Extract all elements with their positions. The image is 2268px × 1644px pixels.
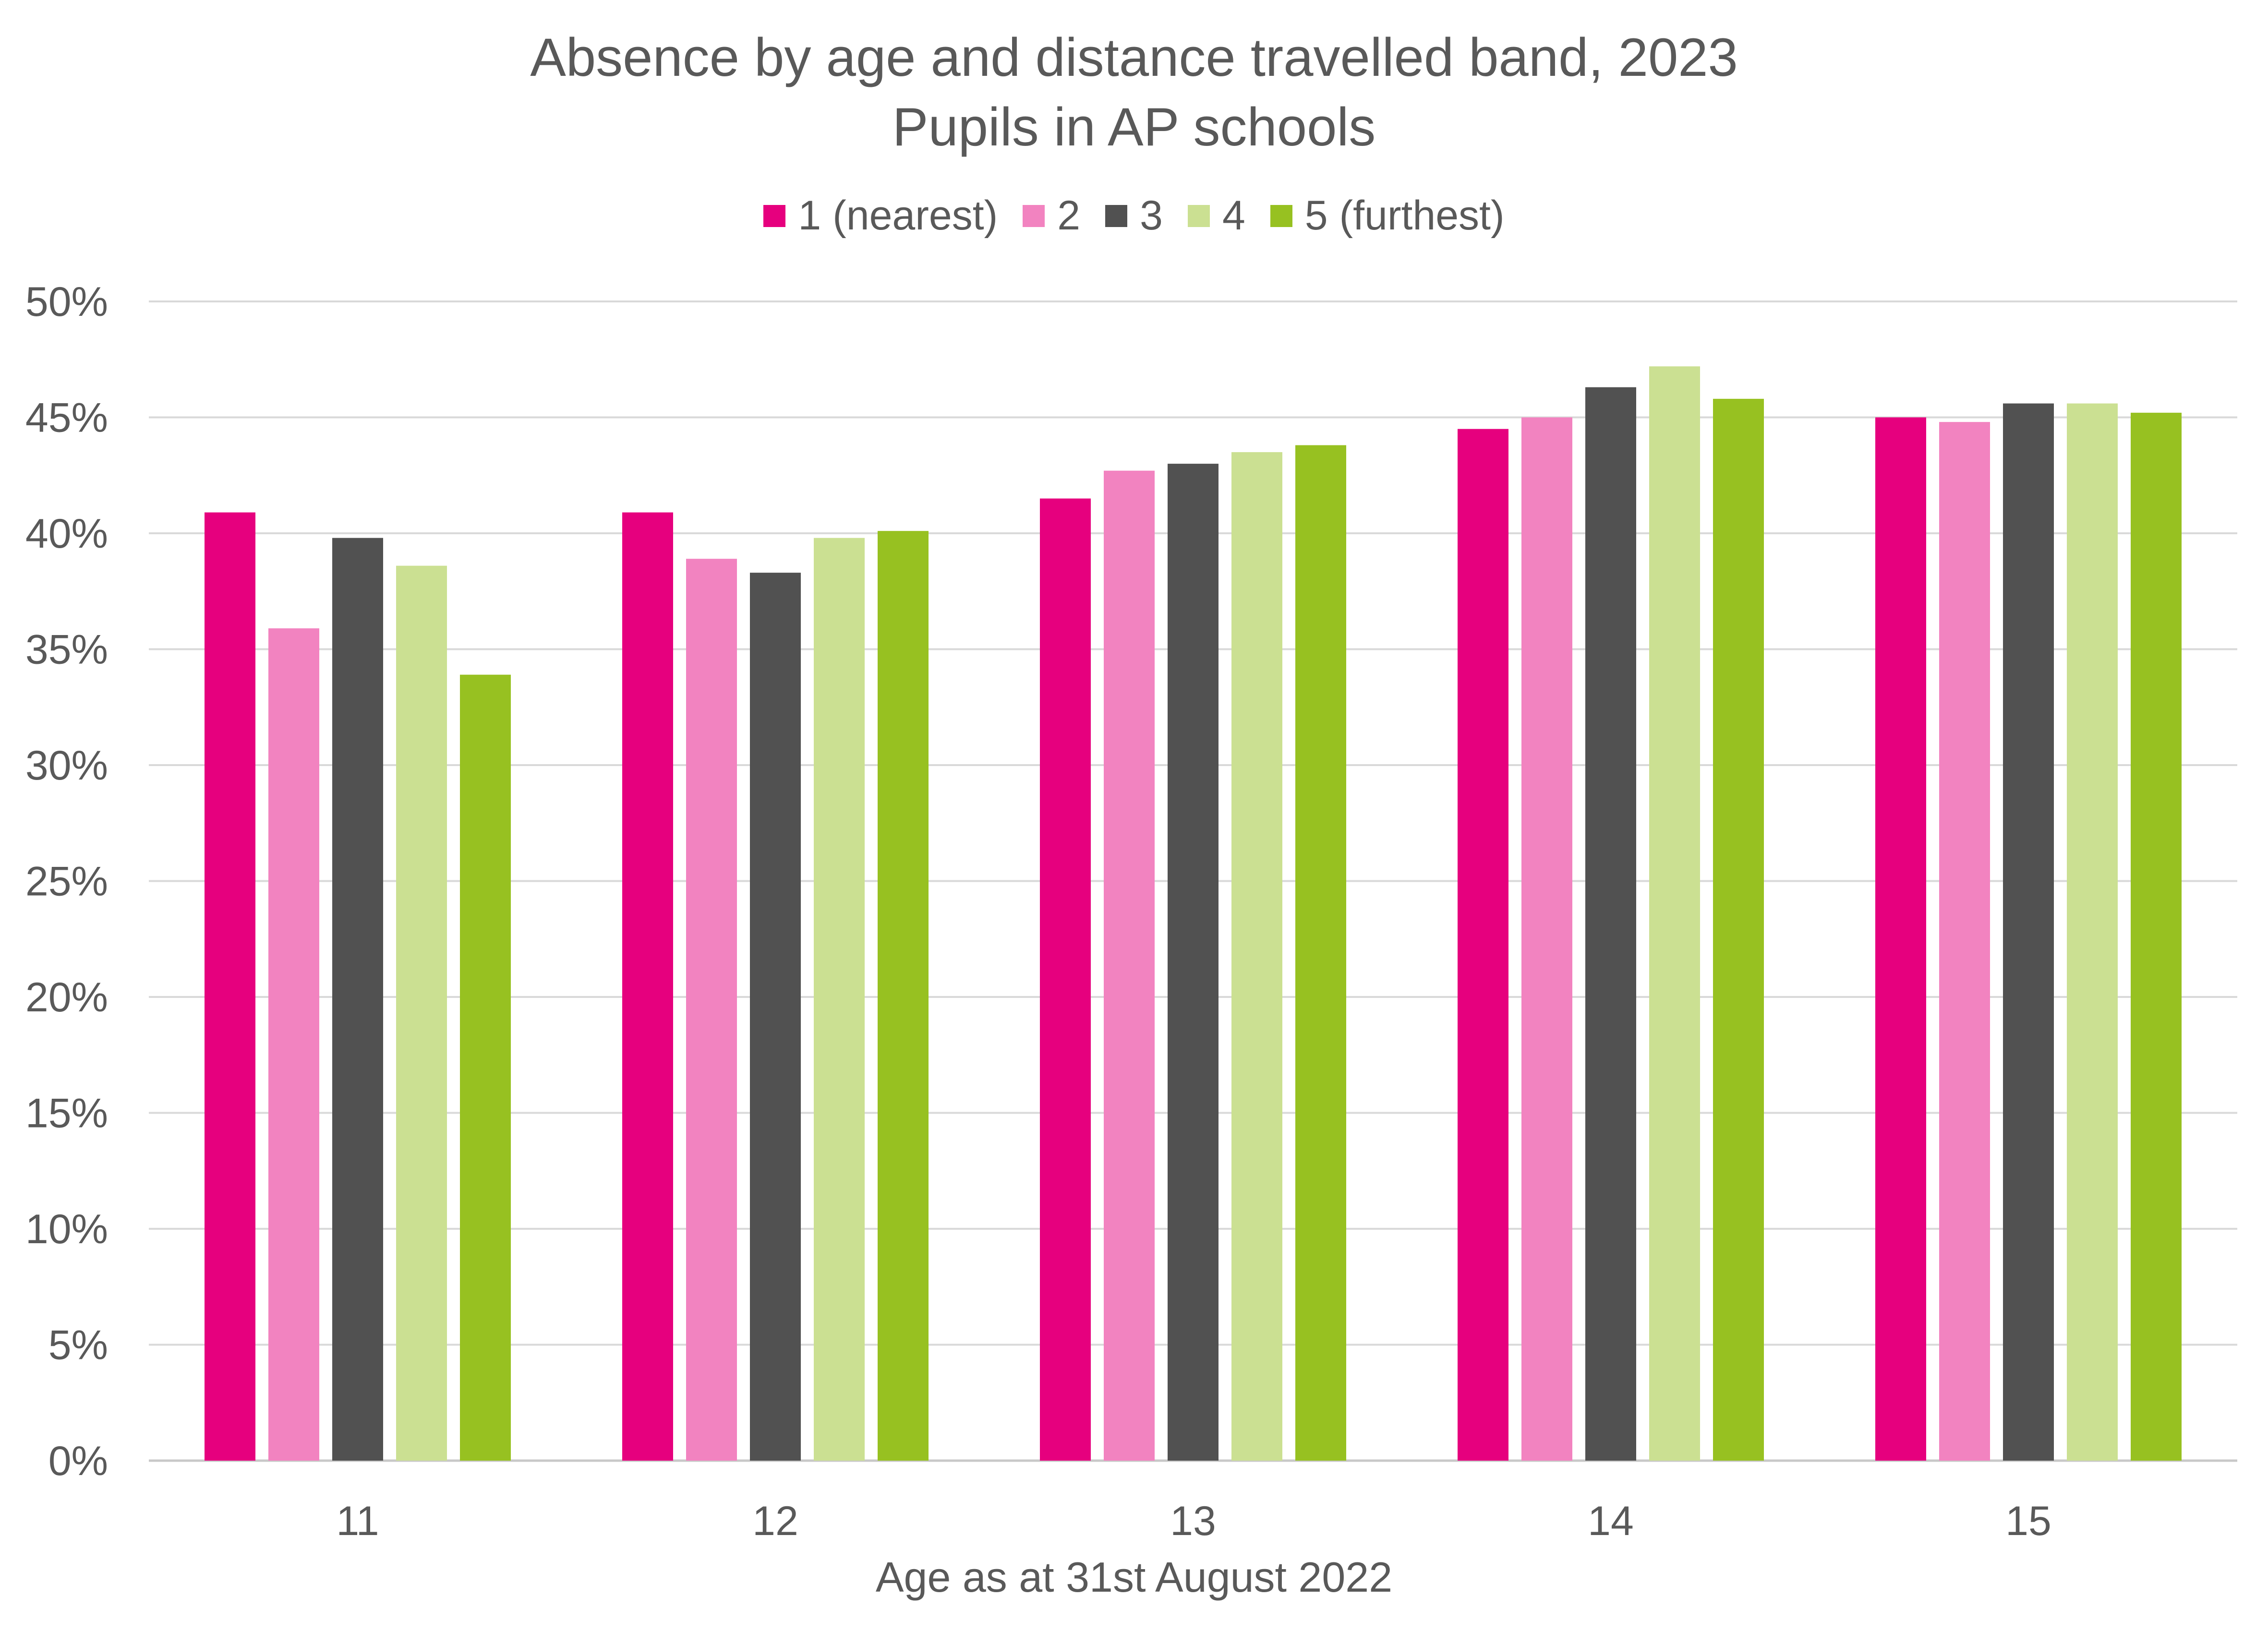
bar-11-series-4: [396, 565, 447, 1461]
y-tick-label-7: 35%: [25, 627, 108, 673]
bar-14-series-2: [1521, 417, 1572, 1461]
y-tick-label-9: 45%: [25, 395, 108, 441]
legend-swatch-4: [1187, 204, 1210, 227]
chart-subtitle: Pupils in AP schools: [892, 97, 1376, 157]
bar-13-series-4: [1231, 452, 1282, 1461]
legend-label-3: 3: [1140, 192, 1163, 239]
x-tick-label-15: 15: [2005, 1498, 2051, 1544]
y-tick-label-4: 20%: [25, 974, 108, 1020]
x-axis-title: Age as at 31st August 2022: [875, 1553, 1393, 1601]
bar-13-series-5: [1295, 445, 1346, 1461]
bar-15-series-1: [1875, 417, 1926, 1461]
bar-11-series-1: [205, 512, 255, 1461]
legend-item-3: 3: [1105, 192, 1163, 240]
legend-label-5: 5 (furthest): [1304, 192, 1505, 239]
x-tick-label-12: 12: [752, 1498, 798, 1544]
bar-15-series-5: [2131, 412, 2182, 1461]
bar-11-series-2: [268, 628, 319, 1461]
legend-label-2: 2: [1057, 192, 1081, 239]
legend-item-5: 5 (furthest): [1270, 192, 1505, 240]
y-tick-label-1: 5%: [48, 1322, 108, 1368]
legend-swatch-3: [1105, 204, 1128, 227]
legend-item-4: 4: [1187, 192, 1245, 240]
bar-12-series-1: [622, 512, 673, 1461]
bar-12-series-3: [750, 573, 801, 1461]
legend-swatch-2: [1023, 204, 1045, 227]
x-tick-label-11: 11: [336, 1498, 379, 1544]
y-tick-label-5: 25%: [25, 859, 108, 905]
bar-12-series-2: [686, 559, 737, 1461]
y-tick-label-3: 15%: [25, 1091, 108, 1137]
bar-14-series-1: [1458, 429, 1508, 1461]
bar-13-series-1: [1040, 498, 1091, 1461]
bar-12-series-4: [814, 538, 865, 1461]
bar-15-series-3: [2003, 403, 2054, 1461]
legend-item-2: 2: [1023, 192, 1080, 240]
y-tick-label-8: 40%: [25, 511, 108, 557]
legend-label-1: 1 (nearest): [798, 192, 998, 239]
bar-14-series-5: [1713, 398, 1764, 1461]
y-tick-label-6: 30%: [25, 743, 108, 789]
bar-14-series-3: [1585, 387, 1636, 1461]
x-tick-label-14: 14: [1588, 1498, 1634, 1544]
legend-item-1: 1 (nearest): [763, 192, 998, 240]
bar-13-series-2: [1104, 470, 1155, 1461]
bar-11-series-5: [460, 674, 511, 1461]
chart-title: Absence by age and distance travelled ba…: [530, 27, 1738, 87]
y-tick-label-10: 50%: [25, 279, 108, 325]
bar-15-series-2: [1939, 422, 1990, 1461]
bar-12-series-5: [878, 531, 929, 1461]
x-tick-label-13: 13: [1170, 1498, 1216, 1544]
legend-label-4: 4: [1222, 192, 1245, 239]
bar-14-series-4: [1649, 366, 1700, 1461]
legend: 1 (nearest) 2 3 4 5 (furthest): [0, 192, 2268, 240]
bar-15-series-4: [2067, 403, 2118, 1461]
y-tick-label-2: 10%: [25, 1206, 108, 1252]
legend-swatch-1: [763, 204, 786, 227]
legend-swatch-5: [1270, 204, 1292, 227]
bar-11-series-3: [332, 538, 383, 1461]
bar-13-series-3: [1168, 464, 1218, 1461]
y-tick-label-0: 0%: [48, 1438, 108, 1484]
